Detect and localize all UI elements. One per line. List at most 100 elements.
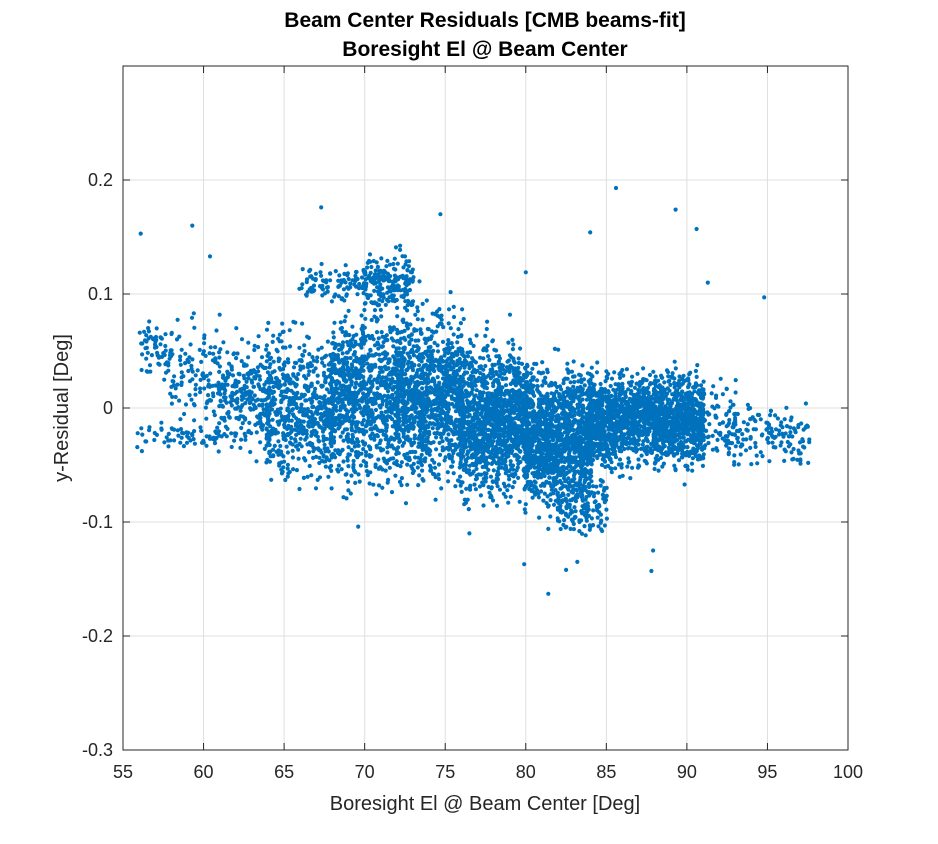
data-point xyxy=(348,390,353,395)
data-point xyxy=(370,333,375,339)
data-point xyxy=(195,368,200,373)
data-point xyxy=(382,393,387,398)
data-point xyxy=(395,352,400,357)
data-point xyxy=(511,391,516,396)
data-point xyxy=(428,336,433,341)
data-point xyxy=(427,432,432,437)
data-point xyxy=(398,438,403,444)
data-point xyxy=(293,384,298,389)
data-point xyxy=(162,440,167,445)
data-point xyxy=(500,391,505,396)
data-point xyxy=(340,351,345,356)
data-point xyxy=(324,278,329,283)
data-point xyxy=(220,404,225,409)
data-point xyxy=(362,354,367,359)
data-point xyxy=(367,252,373,257)
data-point xyxy=(311,283,317,288)
data-point xyxy=(267,449,272,454)
data-point xyxy=(372,343,378,348)
data-point xyxy=(343,263,348,268)
data-point xyxy=(175,382,180,387)
data-point xyxy=(446,432,451,437)
data-point xyxy=(404,401,409,406)
data-point xyxy=(280,389,285,394)
data-point xyxy=(144,345,149,350)
data-point xyxy=(269,428,274,433)
data-point xyxy=(390,279,395,285)
data-point xyxy=(158,342,163,347)
data-point xyxy=(291,319,296,324)
data-point xyxy=(503,383,509,388)
data-point xyxy=(374,492,379,497)
data-point xyxy=(290,397,295,402)
data-point xyxy=(264,402,269,407)
data-point xyxy=(431,398,436,404)
data-point xyxy=(417,395,422,400)
data-point xyxy=(512,368,517,373)
data-point xyxy=(404,283,409,288)
data-point xyxy=(330,390,335,396)
data-point xyxy=(319,261,324,267)
data-point xyxy=(375,264,380,269)
data-point xyxy=(391,261,396,267)
data-point xyxy=(255,414,260,419)
data-point xyxy=(497,433,503,438)
data-point xyxy=(518,346,523,351)
data-point xyxy=(330,370,335,375)
data-point xyxy=(404,410,409,415)
data-point xyxy=(408,437,413,442)
data-point xyxy=(372,288,377,293)
data-point xyxy=(225,426,230,431)
data-point xyxy=(387,399,393,404)
data-point xyxy=(201,351,206,356)
data-point xyxy=(373,464,378,469)
data-point xyxy=(420,435,425,440)
data-point xyxy=(342,403,347,408)
data-point xyxy=(229,364,234,369)
data-point xyxy=(204,416,209,421)
data-point xyxy=(331,335,336,340)
data-point xyxy=(264,436,269,441)
data-point xyxy=(239,337,245,342)
data-point xyxy=(285,450,290,455)
data-point xyxy=(517,499,522,504)
data-point xyxy=(329,463,334,468)
data-point xyxy=(430,426,435,431)
data-point xyxy=(437,315,443,320)
data-point xyxy=(384,434,389,439)
data-point xyxy=(305,406,310,412)
data-point xyxy=(430,457,435,463)
data-point xyxy=(323,421,328,426)
data-point xyxy=(402,328,407,333)
data-point xyxy=(362,307,367,313)
data-point xyxy=(170,394,175,399)
data-point xyxy=(363,316,368,321)
data-point xyxy=(459,489,464,494)
data-point xyxy=(411,468,416,474)
data-point xyxy=(201,376,207,381)
data-point xyxy=(181,444,186,449)
data-point xyxy=(315,420,320,426)
data-point xyxy=(490,456,495,461)
data-point xyxy=(172,438,177,443)
data-point xyxy=(277,339,282,344)
data-point xyxy=(380,467,385,472)
data-point xyxy=(419,452,424,457)
data-point xyxy=(341,358,346,363)
data-point xyxy=(361,427,366,433)
data-point xyxy=(400,398,405,403)
data-point xyxy=(365,473,370,478)
data-point xyxy=(353,480,358,485)
data-point xyxy=(444,414,449,419)
data-point xyxy=(329,468,334,473)
data-point xyxy=(299,444,304,449)
data-point xyxy=(385,297,390,302)
data-point xyxy=(451,396,456,401)
data-point xyxy=(274,449,279,454)
data-point xyxy=(505,488,510,493)
data-point xyxy=(415,305,420,310)
data-point xyxy=(244,379,249,384)
data-point xyxy=(274,379,279,384)
data-point xyxy=(503,425,508,431)
data-point xyxy=(497,365,502,370)
